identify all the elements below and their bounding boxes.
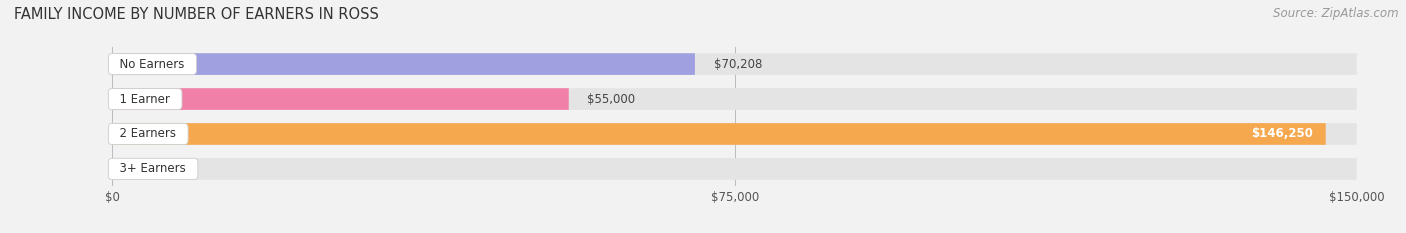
Text: $70,208: $70,208 <box>714 58 762 71</box>
Text: 3+ Earners: 3+ Earners <box>112 162 194 175</box>
FancyBboxPatch shape <box>112 123 1326 145</box>
Text: 2 Earners: 2 Earners <box>112 127 184 140</box>
FancyBboxPatch shape <box>112 158 1357 180</box>
Text: $0: $0 <box>131 162 146 175</box>
FancyBboxPatch shape <box>112 88 568 110</box>
FancyBboxPatch shape <box>112 88 1357 110</box>
Text: $55,000: $55,000 <box>588 93 636 106</box>
FancyBboxPatch shape <box>112 123 1357 145</box>
Text: No Earners: No Earners <box>112 58 193 71</box>
Text: $146,250: $146,250 <box>1251 127 1313 140</box>
Text: FAMILY INCOME BY NUMBER OF EARNERS IN ROSS: FAMILY INCOME BY NUMBER OF EARNERS IN RO… <box>14 7 380 22</box>
FancyBboxPatch shape <box>112 53 1357 75</box>
Text: Source: ZipAtlas.com: Source: ZipAtlas.com <box>1274 7 1399 20</box>
FancyBboxPatch shape <box>112 53 695 75</box>
Text: 1 Earner: 1 Earner <box>112 93 177 106</box>
